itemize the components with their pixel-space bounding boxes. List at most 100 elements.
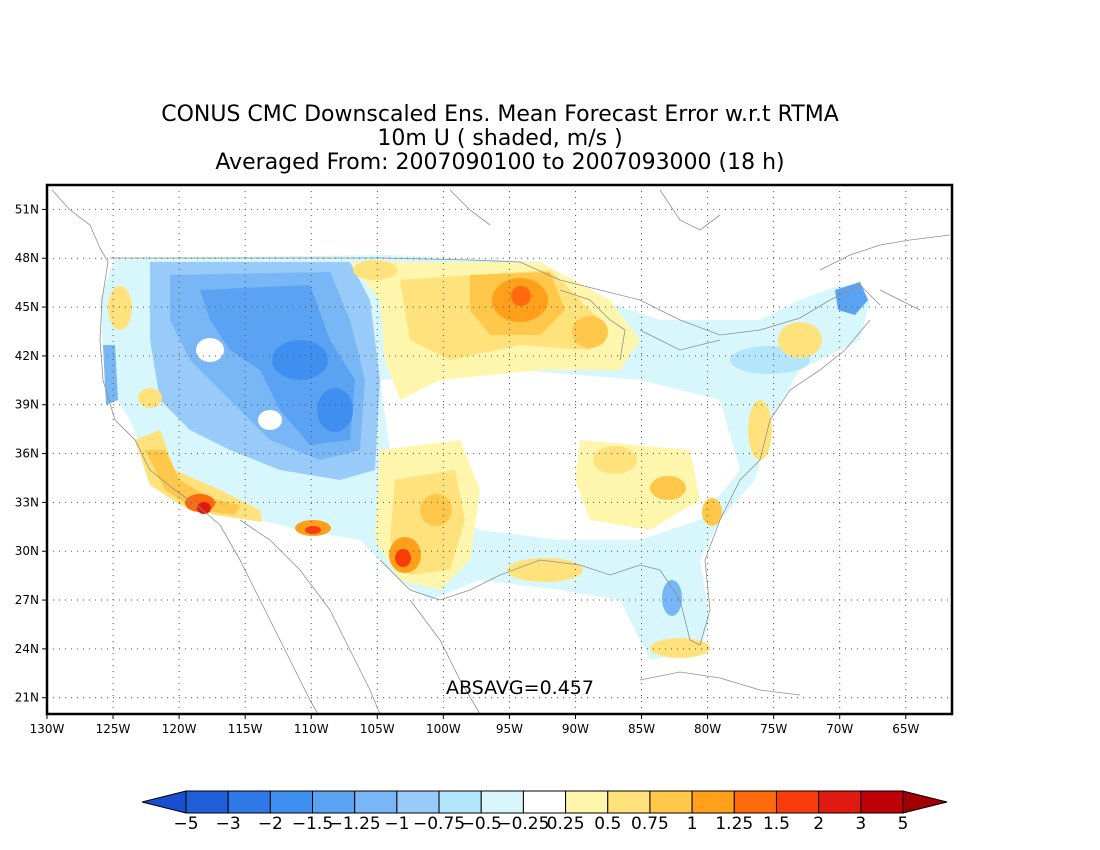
lon-label: 105W [360,722,395,736]
colorbar-tick-label: 1 [687,814,698,834]
field-pos-keys [650,638,710,658]
field-pos-east [748,400,772,460]
colorbar-tick-label: −1 [384,814,409,834]
lat-label: 27N [15,593,39,607]
field-pos-midwest-red [511,286,531,306]
coastline-cuba [639,671,801,696]
lat-label: 39N [15,398,39,412]
colorbar-swatch [438,790,482,814]
field-pos-nd [353,260,397,280]
lat-label: 21N [15,691,39,705]
field-pos-az-red [305,526,321,534]
lat-label: 51N [15,202,39,216]
lon-label: 95W [496,722,523,736]
field-pos-nw [108,286,132,330]
colorbar-swatch [691,790,735,814]
colorbar-under-arrow [141,790,187,814]
lon-label: 125W [96,722,131,736]
colorbar [141,790,948,814]
colorbar-swatch [733,790,777,814]
map-subtitle-period: Averaged From: 2007090100 to 2007093000 … [215,150,785,175]
field-neg-florida [662,580,682,616]
colorbar-swatch [649,790,693,814]
coastline-canada-east [819,234,951,311]
colorbar-swatch [860,790,904,814]
colorbar-tick-label: −2 [258,814,283,834]
colorbar-tick-label: 3 [855,814,866,834]
colorbar-tick-label: 0.25 [547,814,585,834]
colorbar-swatch [227,790,271,814]
lon-label: 90W [562,722,589,736]
colorbar-swatch [185,790,229,814]
field-neg-maine [835,282,868,315]
lon-label: 70W [826,722,853,736]
field-pos-se-mid2 [650,476,686,500]
field-neg-west-white-hole2 [258,410,282,430]
lat-label: 42N [15,349,39,363]
colorbar-swatch [607,790,651,814]
field-pos-gulf [507,558,583,582]
colorbar-tick-label: −0.75 [413,814,465,834]
colorbar-swatch [354,790,398,814]
lat-label: 33N [15,495,39,509]
field-neg-west-core2 [317,388,353,432]
coastlines [51,189,951,714]
colorbar-tick-label: −0.5 [461,814,502,834]
lon-label: 65W [892,722,919,736]
coastline-canada-border [110,257,881,336]
colorbar-over-arrow [902,790,948,814]
coastline-mexico [239,519,481,714]
colorbar-tick-label: −1.25 [329,814,381,834]
colorbar-swatch [269,790,314,814]
colorbar-tick-label: 1.5 [763,814,790,834]
colorbar-tick-label: 1.25 [715,814,753,834]
field-pos-ca [138,388,162,408]
field-pos-socal-orange [145,450,240,515]
colorbar-tick-label: −1.5 [292,814,333,834]
longitude-labels: 130W 125W 120W 115W 110W 105W 100W 95W 90W 85W 80W… [30,714,919,736]
colorbar-labels: −5 −3 −2 −1.5−1.25 −1 −0.75−0.5−0.250.25 0.5 0.… [173,814,908,834]
lat-label: 36N [15,447,39,461]
lon-label: 75W [760,722,787,736]
latitude-labels: 51N 48N 45N 42N 39N 36N 33N 30N 27N 24N 21N [15,202,47,705]
field-pos-socal-light [135,430,262,522]
colorbar-tick-label: −5 [173,814,198,834]
colorbar-tick-label: −0.25 [497,814,549,834]
colorbar-swatch [775,790,820,814]
lon-label: 120W [162,722,197,736]
lat-label: 48N [15,251,39,265]
field-pos-tx-red [395,549,411,567]
lat-label: 45N [15,300,39,314]
lat-label: 30N [15,544,39,558]
field-neg-coast [103,345,118,405]
lon-label: 110W [294,722,329,736]
map-subtitle-variable: 10m U ( shaded, m/s ) [377,126,623,151]
colorbar-swatch [818,790,862,814]
colorbar-swatch [522,790,567,814]
colorbar-swatch [312,790,356,814]
field-neg-west-white-hole [196,338,224,362]
colorbar-swatch [480,790,524,814]
colorbar-swatch [565,790,609,814]
field-pos-south-orange [420,494,452,526]
colorbar-swatch [396,790,440,814]
field-neg-west-core [272,340,328,380]
coastline-pacific [51,189,319,714]
lon-label: 130W [30,722,65,736]
lat-label: 24N [15,642,39,656]
plot-frame [45,183,954,716]
lon-label: 85W [628,722,655,736]
colorbar-tick-label: 2 [813,814,824,834]
field-pos-socal-red [197,502,211,514]
colorbar-tick-label: −3 [216,814,241,834]
lon-label: 80W [694,722,721,736]
field-pos-ga [702,498,722,526]
graticule [47,185,952,714]
map-title: CONUS CMC Downscaled Ens. Mean Forecast … [161,102,839,127]
lon-label: 115W [228,722,263,736]
coastline-hudson [449,189,721,231]
absavg-annotation: ABSAVG=0.457 [446,677,594,699]
colorbar-tick-label: 0.5 [594,814,621,834]
colorbar-tick-label: 0.75 [631,814,669,834]
